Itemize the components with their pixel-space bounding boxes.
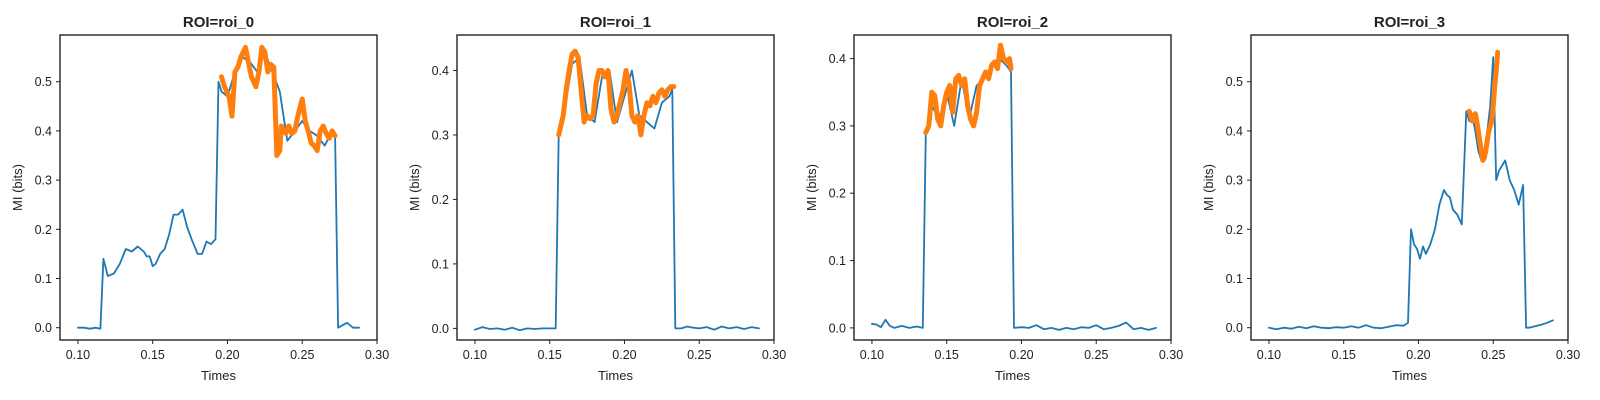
x-tick-label: 0.25 xyxy=(1084,348,1108,362)
subplot-title: ROI=roi_3 xyxy=(1374,14,1445,31)
y-tick-label: 0.3 xyxy=(432,128,449,142)
x-tick-label: 0.20 xyxy=(612,348,636,362)
x-tick-label: 0.30 xyxy=(762,348,786,362)
x-axis-label: Times xyxy=(1392,368,1427,383)
x-tick-label: 0.25 xyxy=(687,348,711,362)
y-tick-label: 0.2 xyxy=(829,187,846,201)
x-tick-label: 0.15 xyxy=(141,348,165,362)
y-tick-label: 0.4 xyxy=(35,124,52,138)
y-tick-label: 0.0 xyxy=(432,322,449,336)
x-tick-label: 0.30 xyxy=(1556,348,1580,362)
y-tick-label: 0.4 xyxy=(829,52,846,66)
y-axis-label: MI (bits) xyxy=(10,164,25,211)
x-tick-label: 0.15 xyxy=(935,348,959,362)
y-tick-label: 0.4 xyxy=(1226,124,1243,138)
x-tick-label: 0.20 xyxy=(215,348,239,362)
mi-series-line xyxy=(870,57,1157,331)
y-axis-label: MI (bits) xyxy=(1201,164,1216,211)
y-tick-label: 0.1 xyxy=(1226,272,1243,286)
y-tick-label: 0.5 xyxy=(35,75,52,89)
x-tick-label: 0.30 xyxy=(365,348,389,362)
y-tick-label: 0.0 xyxy=(35,321,52,335)
y-tick-label: 0.4 xyxy=(432,64,449,78)
x-tick-label: 0.10 xyxy=(66,348,90,362)
x-axis-label: Times xyxy=(598,368,633,383)
subplot-title: ROI=roi_2 xyxy=(977,14,1048,31)
plot-frame xyxy=(456,34,775,341)
x-axis-label: Times xyxy=(995,368,1030,383)
subplot-roi-1: ROI=roi_1 Times MI (bits) 0.10 0.15 0.20 0.… xyxy=(407,14,786,383)
y-axis-label: MI (bits) xyxy=(407,164,422,211)
x-tick-label: 0.20 xyxy=(1009,348,1033,362)
mi-series-line xyxy=(76,51,361,330)
y-tick-label: 0.0 xyxy=(1226,321,1243,335)
y-tick-label: 0.1 xyxy=(35,272,52,286)
y-axis-label: MI (bits) xyxy=(804,164,819,211)
y-tick-label: 0.3 xyxy=(829,119,846,133)
x-tick-label: 0.15 xyxy=(1332,348,1356,362)
highlight-series-line xyxy=(923,42,1014,136)
x-tick-label: 0.10 xyxy=(860,348,884,362)
x-tick-label: 0.30 xyxy=(1159,348,1183,362)
plot-frame xyxy=(1250,34,1569,341)
subplot-title: ROI=roi_0 xyxy=(183,14,254,31)
plot-frame xyxy=(59,34,378,341)
x-tick-label: 0.15 xyxy=(538,348,562,362)
y-tick-label: 0.3 xyxy=(35,174,52,188)
plot-frame xyxy=(853,34,1172,341)
y-tick-label: 0.5 xyxy=(1226,75,1243,89)
mi-series-line xyxy=(473,56,760,332)
subplot-title: ROI=roi_1 xyxy=(580,14,651,31)
x-axis-label: Times xyxy=(201,368,236,383)
mi-series-line xyxy=(1267,56,1554,331)
subplot-roi-3: ROI=roi_3 Times MI (bits) 0.10 0.15 0.20 0.… xyxy=(1201,14,1580,383)
y-tick-label: 0.2 xyxy=(432,193,449,207)
x-tick-label: 0.20 xyxy=(1406,348,1430,362)
highlight-series-line xyxy=(1466,49,1501,163)
x-tick-label: 0.25 xyxy=(1481,348,1505,362)
x-tick-label: 0.10 xyxy=(1257,348,1281,362)
highlight-series-line xyxy=(219,44,338,158)
x-tick-label: 0.25 xyxy=(290,348,314,362)
y-tick-label: 0.2 xyxy=(35,223,52,237)
subplot-roi-2: ROI=roi_2 Times MI (bits) 0.10 0.15 0.20 0.… xyxy=(804,14,1183,383)
y-tick-label: 0.2 xyxy=(1226,223,1243,237)
subplot-roi-0: ROI=roi_0 Times MI (bits) 0.10 0.15 0.20 0.… xyxy=(10,14,389,383)
y-tick-label: 0.1 xyxy=(432,257,449,271)
y-tick-label: 0.1 xyxy=(829,254,846,268)
y-tick-label: 0.0 xyxy=(829,321,846,335)
x-tick-label: 0.10 xyxy=(463,348,487,362)
highlight-series-line xyxy=(556,48,677,138)
y-tick-label: 0.3 xyxy=(1226,174,1243,188)
